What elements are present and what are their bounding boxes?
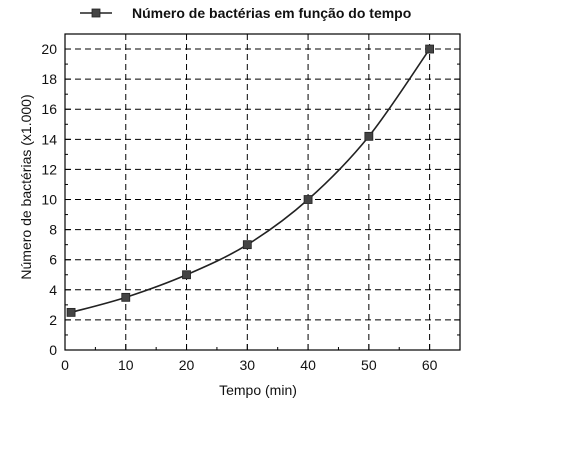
tick-labels: 0 10 20 30 40 50 60 0 2 4 6 8 10 12 14 16 18 20: [41, 41, 437, 373]
x-tick-label: 50: [361, 357, 377, 373]
data-point-marker: [66, 307, 76, 317]
legend-marker: [91, 8, 101, 18]
y-tick-label: 8: [49, 222, 57, 238]
data-point-marker: [364, 131, 374, 141]
y-tick-label: 10: [41, 192, 57, 208]
plot-frame: [64, 33, 461, 351]
data-point-marker: [303, 195, 313, 204]
x-axis-title: Tempo (min): [219, 382, 297, 398]
x-tick-label: 40: [300, 357, 316, 373]
y-tick-label: 6: [49, 252, 57, 268]
legend-label: Número de bactérias em função do tempo: [132, 5, 411, 21]
y-tick-label: 14: [41, 131, 57, 147]
y-tick-label: 0: [49, 342, 57, 358]
x-tick-label: 0: [61, 357, 69, 373]
x-tick-label: 10: [118, 357, 134, 373]
grid-lines: [65, 34, 460, 350]
data-markers: [66, 44, 435, 317]
x-tick-label: 30: [240, 357, 256, 373]
series-curve: [70, 48, 431, 314]
y-tick-label: 16: [41, 101, 57, 117]
y-tick-label: 12: [41, 161, 57, 177]
data-point-marker: [425, 44, 435, 54]
y-axis-title: Número de bactérias (x1.000): [18, 94, 34, 279]
x-tick-label: 60: [422, 357, 438, 373]
data-point-marker: [121, 292, 131, 302]
legend: Número de bactérias em função do tempo: [80, 5, 411, 21]
data-point-marker: [182, 270, 191, 280]
data-point-marker: [242, 240, 252, 250]
x-tick-label: 20: [179, 357, 195, 373]
y-tick-label: 18: [41, 71, 57, 87]
y-tick-label: 4: [49, 282, 57, 298]
axis-ticks: [64, 48, 460, 351]
y-tick-label: 2: [49, 312, 57, 328]
y-tick-label: 20: [41, 41, 57, 57]
